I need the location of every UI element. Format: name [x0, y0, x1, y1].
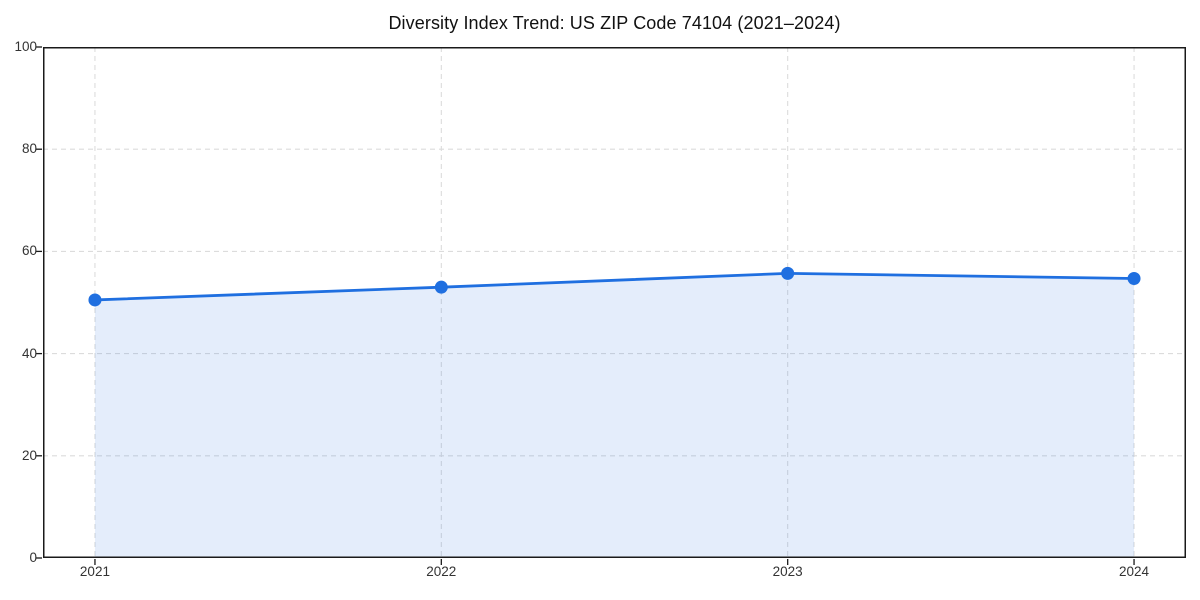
trend-line: [93, 271, 1136, 302]
line-chart-svg: [36, 46, 1186, 565]
chart-title: Diversity Index Trend: US ZIP Code 74104…: [388, 13, 841, 33]
y-axis-tick-label: 100: [14, 39, 37, 54]
plot-border: [43, 47, 1186, 558]
y-axis-tick-label: 0: [29, 550, 37, 565]
x-axis-tick-label: 2021: [79, 564, 110, 579]
x-axis-tick-label: 2024: [1119, 564, 1150, 579]
data-point-marker: [781, 266, 795, 280]
y-axis-tick-label: 80: [21, 141, 37, 157]
data-point-marker: [1127, 271, 1141, 285]
data-point-marker: [434, 280, 448, 294]
x-axis-tick-label: 2022: [426, 564, 457, 579]
y-axis-tick-label: 60: [21, 243, 37, 259]
y-axis-tick-label: 20: [21, 447, 37, 463]
x-axis-tick-label: 2023: [772, 564, 803, 579]
data-point-marker: [88, 293, 102, 307]
plot-area: [36, 46, 1186, 565]
area-fill: [94, 273, 1135, 558]
y-axis-tick-label: 40: [21, 345, 37, 361]
